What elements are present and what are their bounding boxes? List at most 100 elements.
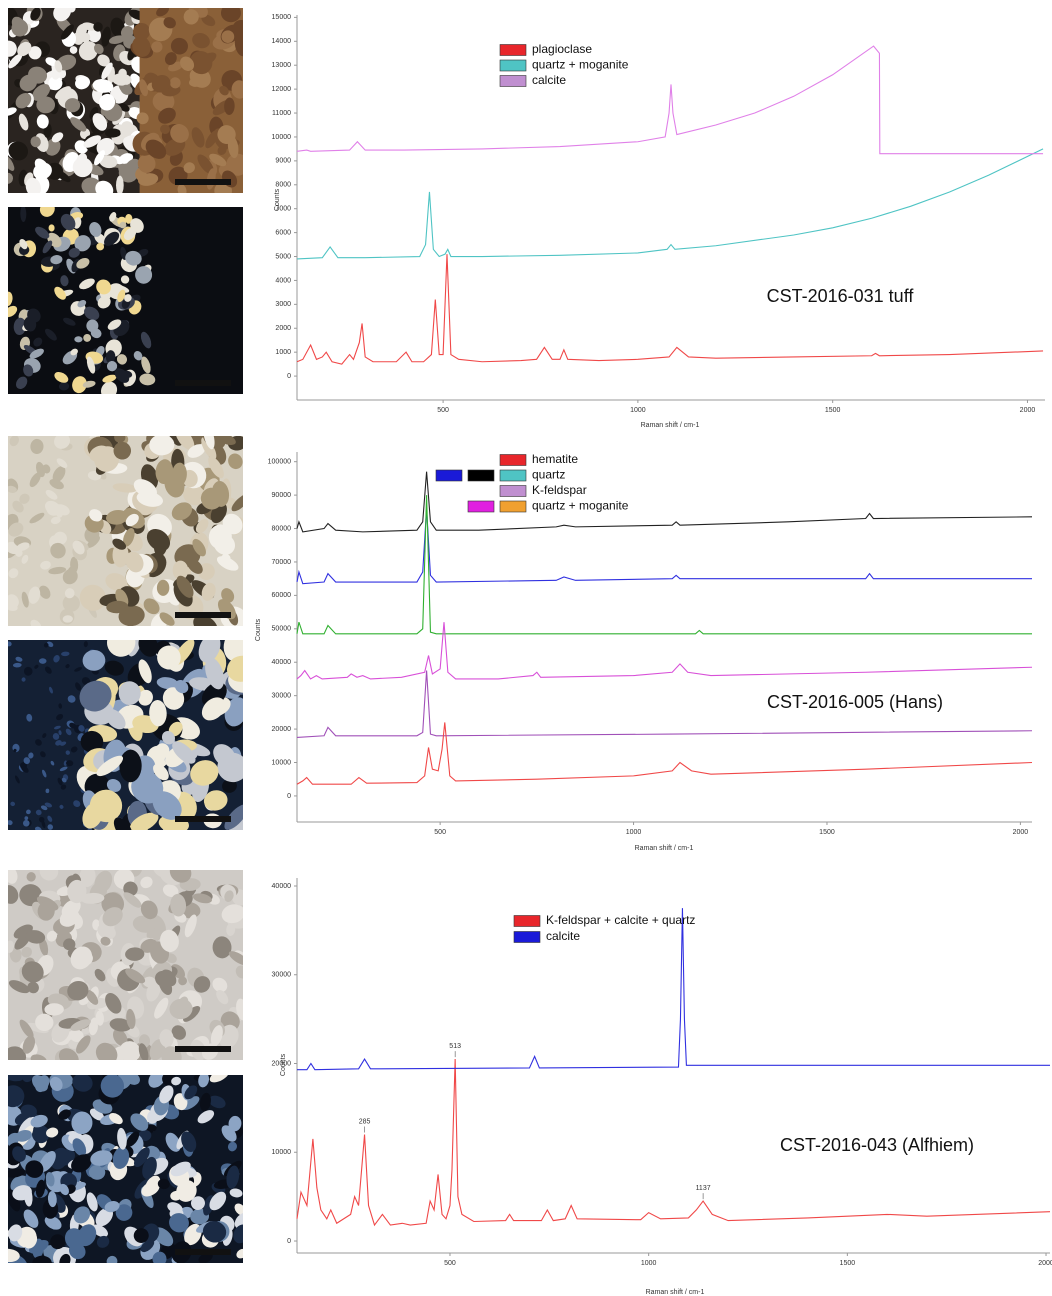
grain [86,319,98,332]
legend-swatch [514,932,540,943]
y-tick-label: 15000 [272,14,292,21]
x-axis-label: Raman shift / cm-1 [641,422,700,429]
y-tick-label: 3000 [275,301,291,308]
y-axis-label: Counts [255,618,262,641]
y-tick-label: 2000 [275,325,291,332]
scale-bar [175,1046,231,1052]
legend-swatch [468,501,494,512]
y-tick-label: 50000 [272,626,292,633]
legend-swatch [468,470,494,481]
y-tick-label: 30000 [272,693,292,700]
micrograph [0,0,252,203]
y-tick-label: 14000 [272,38,292,45]
spectrum-line [297,622,1032,679]
legend-label: plagioclase [532,42,592,56]
x-axis-label: Raman shift / cm-1 [635,845,694,852]
y-tick-label: 11000 [272,110,291,117]
y-tick-label: 4000 [275,277,291,284]
scale-bar [175,179,231,185]
micrograph [6,623,260,851]
annotation: 1137 [696,1185,711,1192]
legend-swatch [500,76,526,87]
grain [157,580,169,596]
x-tick-label: 2000 [1038,1260,1052,1267]
y-tick-label: 40000 [272,659,292,666]
spectrum-line [297,472,1032,532]
legend-swatch [500,470,526,481]
legend-label: K-feldspar + calcite + quartz [546,913,695,927]
y-tick-label: 8000 [275,182,291,189]
x-axis-label: Raman shift / cm-1 [646,1289,705,1296]
y-tick-label: 20000 [272,726,292,733]
annotation: 513 [449,1043,461,1050]
legend-swatch [500,45,526,56]
spectrum-line [297,908,1050,1070]
scale-bar [175,380,231,386]
x-tick-label: 500 [437,407,449,414]
y-tick-label: 90000 [272,492,292,499]
legend-label: hematite [532,452,578,466]
y-axis-label: Counts [274,188,281,211]
y-tick-label: 60000 [272,592,292,599]
legend-swatch [500,455,526,466]
micrograph [0,1064,254,1274]
x-tick-label: 500 [444,1260,456,1267]
grain [221,4,241,23]
scale-bar [175,816,231,822]
y-tick-label: 70000 [272,559,292,566]
y-tick-label: 0 [287,373,291,380]
x-tick-label: 1500 [840,1260,856,1267]
x-tick-label: 1000 [641,1260,657,1267]
y-tick-label: 0 [287,793,291,800]
y-tick-label: 80000 [272,525,292,532]
y-tick-label: 13000 [272,62,292,69]
x-tick-label: 2000 [1020,407,1036,414]
spectrum-line [297,254,1043,364]
x-tick-label: 2000 [1013,829,1029,836]
scale-bar [175,1249,231,1255]
legend-swatch [514,916,540,927]
scale-bar [175,612,231,618]
sample-label: CST-2016-031 tuff [767,286,915,306]
legend-swatch [436,470,462,481]
annotation: 285 [359,1118,371,1125]
legend-swatch [500,501,526,512]
micrograph [2,199,243,402]
y-tick-label: 30000 [272,972,292,979]
y-tick-label: 10000 [272,1149,292,1156]
y-tick-label: 9000 [275,158,291,165]
y-tick-label: 1000 [275,349,291,356]
micrograph [1,422,252,641]
y-tick-label: 5000 [275,253,291,260]
legend-label: quartz + moganite [532,499,629,513]
figure: 0100020003000400050006000700080009000100… [0,0,1052,1296]
grain [49,224,55,231]
x-tick-label: 500 [434,829,446,836]
sample-label: CST-2016-043 (Alfhiem) [780,1135,974,1155]
legend-label: calcite [546,929,580,943]
legend-label: K-feldspar [532,483,587,497]
y-tick-label: 10000 [272,759,292,766]
x-tick-label: 1000 [626,829,642,836]
legend-label: quartz + moganite [532,58,629,72]
legend-swatch [500,486,526,497]
legend-swatch [500,60,526,71]
grain [116,176,124,195]
spectrum-line [297,149,1043,259]
y-tick-label: 12000 [272,86,292,93]
sample-label: CST-2016-005 (Hans) [767,692,943,712]
y-tick-label: 40000 [272,883,292,890]
grain [119,681,141,705]
spectrum-line [297,46,1043,154]
spectrum-line [297,508,1032,583]
grain [65,98,80,112]
y-tick-label: 10000 [272,134,292,141]
micrograph [0,858,251,1072]
legend-label: quartz [532,468,565,482]
legend-label: calcite [532,73,566,87]
y-tick-label: 6000 [275,229,291,236]
y-axis-label: Counts [280,1053,287,1076]
y-tick-label: 0 [287,1238,291,1245]
x-tick-label: 1500 [819,829,835,836]
x-tick-label: 1500 [825,407,841,414]
